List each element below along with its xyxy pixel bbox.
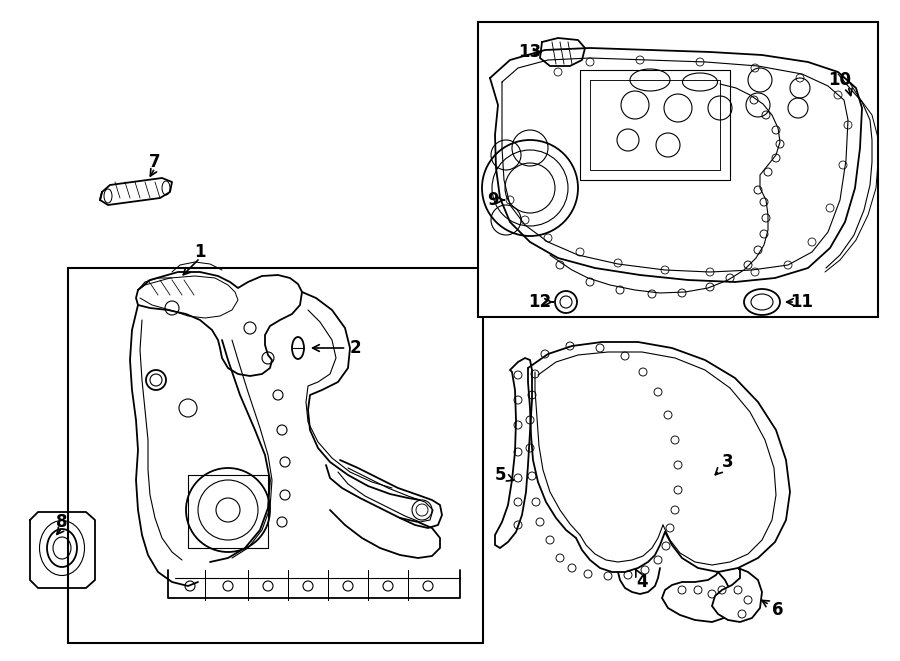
Bar <box>478 22 878 317</box>
Polygon shape <box>662 572 730 622</box>
Text: 7: 7 <box>149 153 161 171</box>
Text: 8: 8 <box>56 513 68 531</box>
Text: 11: 11 <box>790 293 814 311</box>
Text: 4: 4 <box>635 570 648 591</box>
Text: 2: 2 <box>312 339 361 357</box>
Bar <box>68 268 483 643</box>
Text: 5: 5 <box>494 466 514 484</box>
Polygon shape <box>712 568 762 622</box>
Text: 6: 6 <box>762 600 784 619</box>
Text: 13: 13 <box>518 43 542 61</box>
Text: 9: 9 <box>487 191 499 209</box>
Text: 12: 12 <box>528 293 552 311</box>
Polygon shape <box>495 358 532 548</box>
Text: 3: 3 <box>716 453 733 475</box>
Text: 1: 1 <box>194 243 206 261</box>
Text: 10: 10 <box>829 71 851 89</box>
